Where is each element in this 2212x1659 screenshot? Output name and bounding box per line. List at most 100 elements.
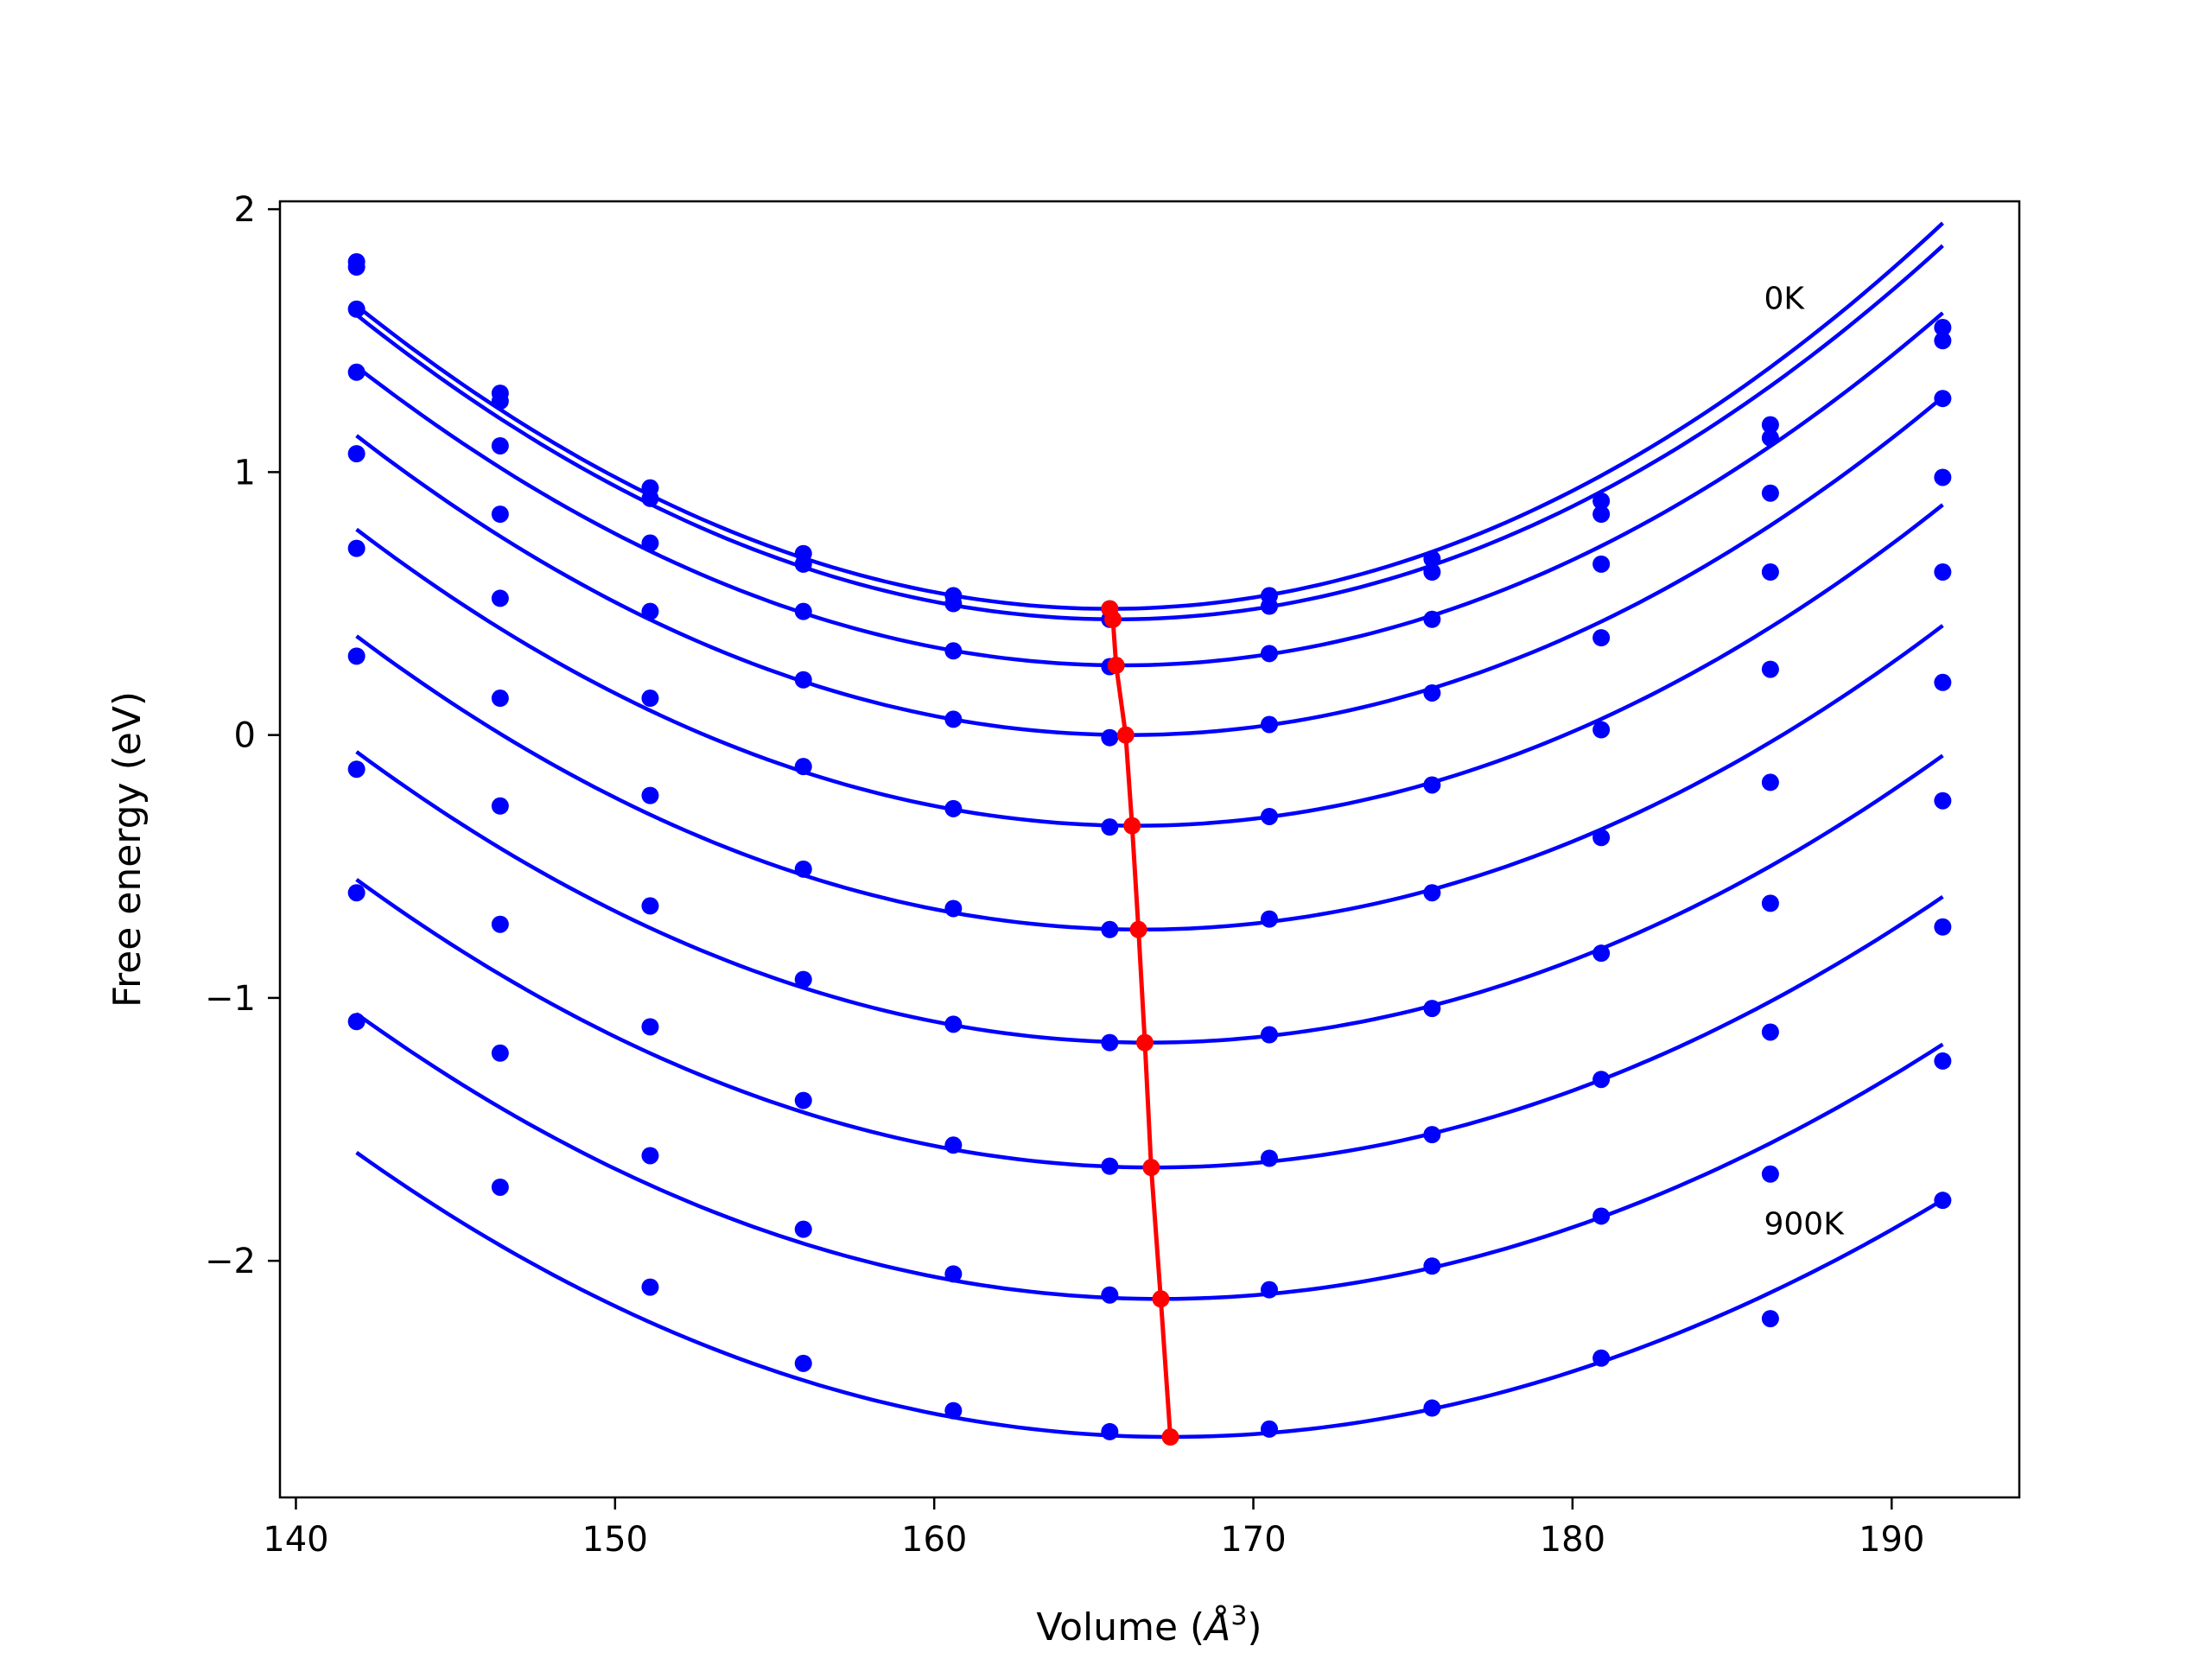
data-point — [347, 884, 365, 902]
minima-line — [1101, 600, 1179, 1446]
data-point — [944, 899, 963, 918]
data-point — [1592, 721, 1611, 739]
data-point — [1761, 563, 1779, 582]
data-point — [491, 436, 509, 454]
data-point — [944, 1265, 963, 1283]
fit-curve — [355, 1012, 1944, 1301]
data-point — [1101, 728, 1119, 747]
data-point — [1423, 1257, 1441, 1275]
data-point — [1423, 683, 1441, 702]
data-point — [491, 1178, 509, 1196]
data-point — [1423, 884, 1441, 902]
data-point — [1934, 563, 1952, 582]
data-point — [1934, 1052, 1952, 1070]
minimum-point — [1142, 1159, 1160, 1177]
data-point — [1934, 319, 1952, 337]
y-axis-title: Free energy (eV) — [105, 691, 149, 1007]
data-point — [641, 786, 659, 804]
data-point — [641, 1147, 659, 1165]
y-axis-ticks: −2 −1 0 1 2 — [205, 190, 280, 1281]
data-point — [347, 1013, 365, 1031]
data-point — [794, 555, 812, 573]
data-point — [1934, 673, 1952, 691]
data-point — [491, 797, 509, 815]
data-point — [1423, 776, 1441, 794]
data-point — [1761, 429, 1779, 447]
data-point — [1592, 505, 1611, 524]
fit-curve — [355, 624, 1944, 932]
data-point — [794, 1091, 812, 1109]
x-tick-label: 170 — [1220, 1520, 1286, 1560]
data-point — [1761, 1165, 1779, 1183]
data-point — [1761, 894, 1779, 912]
data-point — [794, 860, 812, 878]
minimum-point — [1123, 817, 1141, 835]
data-point — [1934, 918, 1952, 936]
data-point — [1761, 484, 1779, 502]
fit-curve — [355, 395, 1944, 737]
data-point — [1592, 1071, 1611, 1089]
data-point — [1592, 944, 1611, 963]
data-point — [1761, 660, 1779, 678]
data-point — [347, 258, 365, 276]
data-point — [1761, 773, 1779, 791]
data-point — [944, 1136, 963, 1154]
data-point — [641, 1278, 659, 1296]
minimum-point — [1107, 657, 1125, 675]
data-point — [347, 647, 365, 665]
data-points — [347, 252, 1952, 1440]
data-point — [1934, 390, 1952, 408]
data-point — [944, 594, 963, 613]
data-point — [347, 363, 365, 381]
data-point — [1761, 1310, 1779, 1328]
y-tick-label: 0 — [234, 716, 256, 756]
y-tick-label: 1 — [234, 453, 256, 493]
temperature-annotation: 0K — [1764, 282, 1806, 317]
fit-curve — [355, 503, 1944, 828]
data-point — [1261, 715, 1279, 734]
data-point — [794, 602, 812, 620]
data-point — [1261, 645, 1279, 663]
data-point — [347, 760, 365, 779]
axes-frame — [278, 200, 2021, 1499]
data-point — [1261, 1420, 1279, 1438]
minimum-point — [1152, 1290, 1170, 1308]
fit-curve — [355, 244, 1944, 621]
data-point — [1934, 468, 1952, 486]
data-point — [347, 539, 365, 557]
fit-curve — [355, 1151, 1944, 1440]
fit-curve — [355, 221, 1944, 611]
data-point — [1101, 1286, 1119, 1304]
fit-curve — [355, 750, 1944, 1045]
y-tick-label: −1 — [205, 979, 256, 1019]
minimum-point — [1161, 1428, 1179, 1446]
data-point — [794, 1220, 812, 1238]
data-point — [641, 534, 659, 552]
data-point — [1101, 1033, 1119, 1052]
data-point — [1261, 1281, 1279, 1299]
data-point — [347, 300, 365, 318]
minimum-point — [1135, 1033, 1154, 1052]
data-point — [491, 589, 509, 607]
data-point — [1934, 1192, 1952, 1210]
data-point — [1261, 597, 1279, 615]
data-point — [491, 915, 509, 933]
data-point — [944, 799, 963, 817]
data-point — [1934, 791, 1952, 810]
data-point — [1101, 920, 1119, 938]
data-point — [641, 602, 659, 620]
data-point — [1592, 829, 1611, 847]
temperature-annotation: 900K — [1764, 1207, 1846, 1243]
data-point — [1423, 1126, 1441, 1144]
data-point — [794, 671, 812, 689]
data-point — [944, 1015, 963, 1033]
data-point — [1761, 1023, 1779, 1041]
x-tick-label: 160 — [901, 1520, 967, 1560]
data-point — [1592, 629, 1611, 647]
data-point — [641, 489, 659, 507]
fit-curve — [355, 311, 1944, 668]
data-point — [944, 1402, 963, 1420]
data-point — [1423, 550, 1441, 568]
y-tick-label: 2 — [234, 190, 256, 230]
data-point — [1261, 910, 1279, 928]
